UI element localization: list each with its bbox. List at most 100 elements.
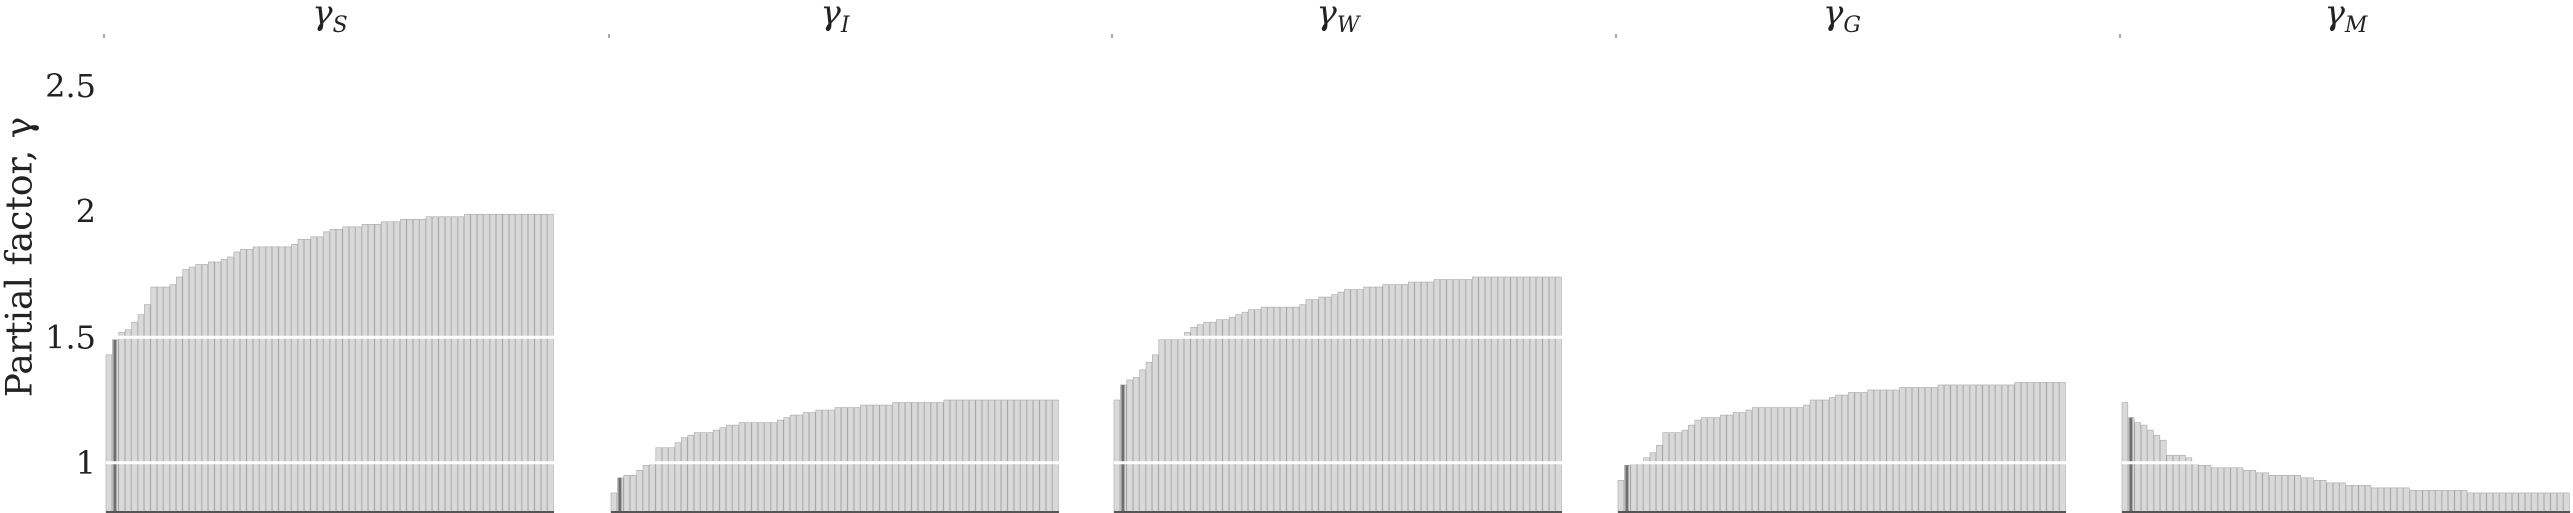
- bar: [2371, 487, 2378, 513]
- bar: [310, 236, 317, 513]
- bar: [1305, 299, 1313, 513]
- bar: [1918, 387, 1925, 513]
- bar: [1440, 279, 1447, 513]
- bar: [924, 402, 931, 513]
- bar: [1452, 279, 1460, 513]
- bar: [1420, 281, 1428, 513]
- bar: [329, 229, 337, 513]
- panel-i: γI: [608, 0, 1059, 513]
- bar: [1045, 399, 1053, 513]
- bar: [719, 427, 726, 513]
- bar: [2281, 475, 2289, 513]
- panel-title: γG: [1823, 0, 1861, 38]
- bar: [464, 213, 471, 513]
- bar: [2153, 434, 2161, 513]
- bar: [2192, 462, 2199, 513]
- bar: [412, 218, 420, 513]
- bar: [2204, 464, 2212, 513]
- bar: [1465, 279, 1473, 513]
- panel-title: γW: [1317, 0, 1362, 38]
- bar: [188, 266, 196, 513]
- bar: [1860, 392, 1868, 513]
- bar: [2384, 487, 2391, 513]
- bar: [1828, 397, 1836, 513]
- bar: [451, 216, 458, 513]
- bar: [508, 213, 516, 513]
- bar: [1312, 299, 1319, 513]
- bar: [1880, 389, 1887, 513]
- panel-m: γM: [2119, 0, 2570, 513]
- panel-title: γS: [312, 0, 347, 38]
- bar: [316, 236, 324, 513]
- bar: [1931, 387, 1938, 513]
- bar: [757, 422, 765, 513]
- y-tick-label: 1.5: [45, 318, 96, 356]
- bar: [1809, 399, 1817, 513]
- bar: [2300, 477, 2308, 513]
- bar: [700, 432, 707, 513]
- bar: [1548, 276, 1556, 513]
- bar: [2448, 490, 2455, 513]
- bar: [1752, 407, 1759, 513]
- bar: [1937, 384, 1945, 513]
- bar: [981, 399, 989, 513]
- bar: [2014, 382, 2021, 513]
- bar: [994, 399, 1002, 513]
- bar: [1190, 326, 1197, 513]
- bar: [201, 264, 209, 513]
- bar: [348, 226, 356, 513]
- bar: [2294, 475, 2301, 513]
- bar: [1982, 384, 1989, 513]
- highlight-bar: [618, 477, 622, 513]
- bar: [2339, 482, 2346, 513]
- bar: [1963, 384, 1970, 513]
- bar: [502, 213, 509, 513]
- panel-title: γM: [2325, 0, 2368, 38]
- bar: [2033, 382, 2041, 513]
- bar: [751, 422, 758, 513]
- bar: [2492, 492, 2500, 513]
- bar: [534, 213, 541, 513]
- bar: [2198, 464, 2205, 513]
- bar: [483, 213, 490, 513]
- bar: [380, 221, 388, 513]
- bar: [693, 432, 701, 513]
- bar: [623, 475, 630, 513]
- bar: [1497, 276, 1505, 513]
- bar: [2268, 475, 2276, 513]
- bar: [284, 246, 292, 513]
- bar: [661, 447, 669, 513]
- bar: [2224, 467, 2231, 513]
- bar: [2409, 490, 2417, 513]
- y-tick-label: 1: [76, 444, 96, 482]
- bar: [2185, 457, 2193, 513]
- bar: [2140, 424, 2148, 513]
- y-tick-label: 2: [76, 193, 96, 231]
- bar: [1555, 276, 1562, 513]
- bar: [962, 399, 970, 513]
- bar: [2262, 472, 2269, 513]
- bar: [2256, 472, 2263, 513]
- panel-title: γI: [820, 0, 850, 38]
- bar: [1216, 319, 1223, 513]
- bar: [156, 286, 164, 513]
- bar: [2046, 382, 2053, 513]
- bar: [2544, 492, 2551, 513]
- bar: [1363, 286, 1370, 513]
- bar: [1164, 339, 1172, 513]
- bar: [233, 251, 241, 513]
- bar: [227, 256, 234, 513]
- bar: [208, 261, 215, 513]
- bar: [2537, 492, 2545, 513]
- bar: [2486, 492, 2493, 513]
- bar: [674, 442, 682, 513]
- bar: [860, 404, 867, 513]
- bar: [1707, 417, 1714, 513]
- bar: [425, 216, 433, 513]
- highlight-bar: [1121, 384, 1125, 513]
- bar: [2320, 480, 2327, 513]
- bar: [745, 422, 752, 513]
- bar: [1617, 480, 1625, 513]
- bar: [2332, 482, 2340, 513]
- bar: [272, 246, 279, 513]
